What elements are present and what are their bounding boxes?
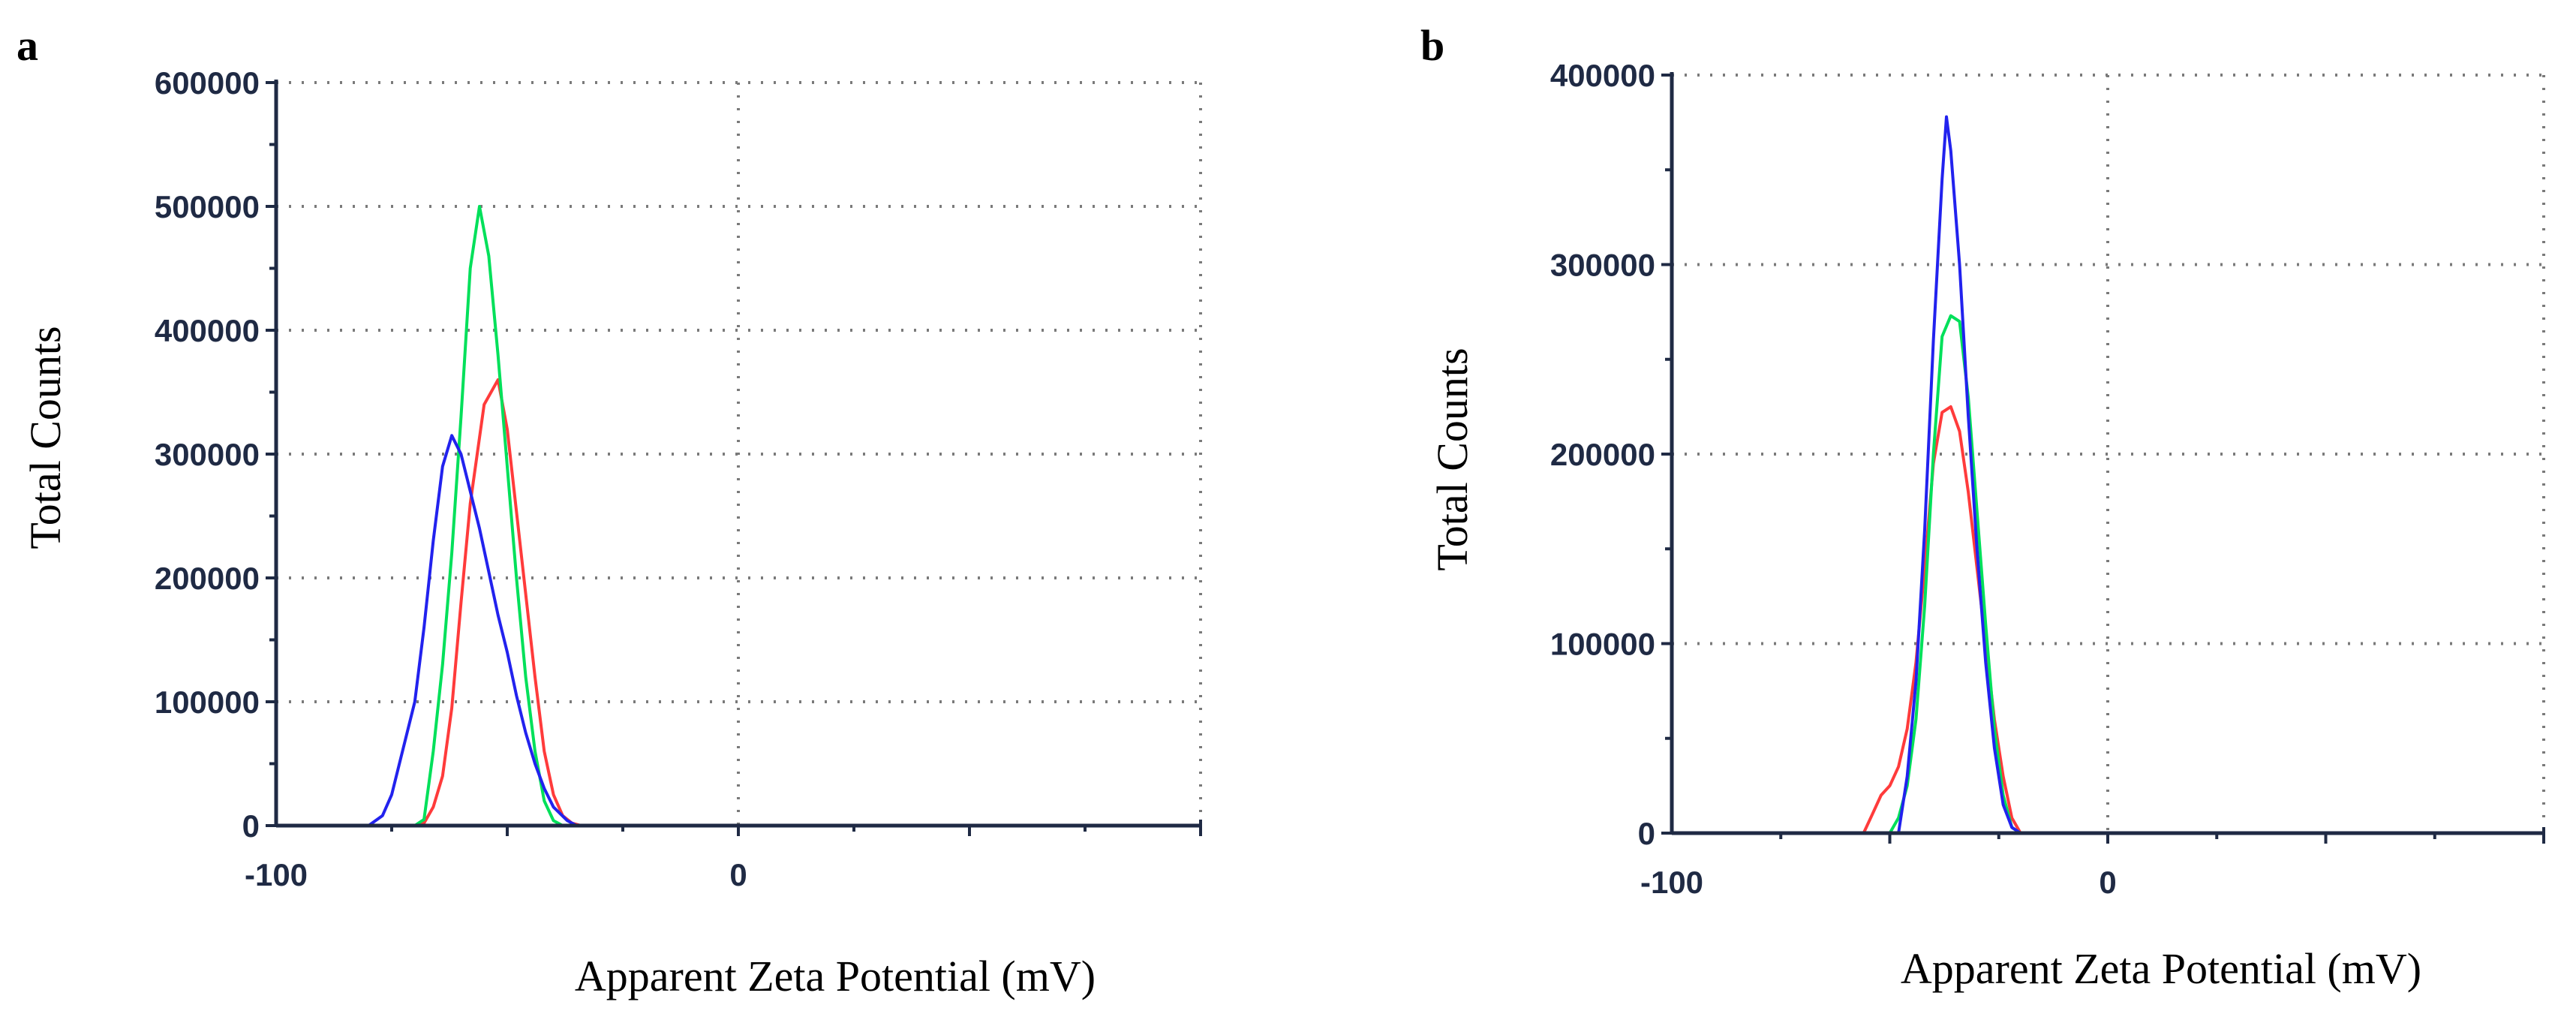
tick-labels-b: 0 100000 200000 300000 400000 -100 0 — [1550, 58, 2117, 900]
y-tick-label: 400000 — [1550, 58, 1655, 93]
series-line-red — [276, 378, 1201, 827]
y-tick-label: 0 — [1638, 816, 1655, 851]
y-axis-label-a: Total Counts — [21, 326, 70, 549]
x-tick-label: 0 — [729, 857, 747, 892]
panel-letter-b: b — [1420, 21, 1444, 70]
y-tick-label: 400000 — [155, 313, 260, 348]
series-line-blue — [1672, 115, 2544, 835]
y-tick-label: 100000 — [155, 685, 260, 720]
series-layer-b — [1672, 115, 2544, 835]
y-axis-label-b: Total Counts — [1428, 348, 1477, 570]
series-line-green — [276, 205, 1201, 827]
x-tick-label: 0 — [2099, 865, 2116, 900]
panel-letter-a: a — [17, 21, 38, 70]
tick-labels-a: 0 100000 200000 300000 400000 500000 600000 -10… — [155, 65, 747, 892]
panel-b: b Total Counts Apparent Zeta Potential (… — [1420, 21, 2545, 993]
x-axis-label-b: Apparent Zeta Potential (mV) — [1901, 944, 2421, 993]
y-tick-label: 300000 — [1550, 248, 1655, 283]
x-tick-label: -100 — [245, 857, 308, 892]
y-tick-label: 100000 — [1550, 627, 1655, 662]
axes-b — [1661, 72, 2545, 844]
x-tick-label: -100 — [1640, 865, 1703, 900]
panel-a: a Total Counts Apparent Zeta Potential (… — [17, 21, 1202, 1000]
y-tick-label: 200000 — [1550, 437, 1655, 472]
y-tick-label: 200000 — [155, 561, 260, 596]
y-tick-label: 500000 — [155, 189, 260, 224]
y-tick-label: 0 — [242, 808, 260, 844]
grid-a — [276, 81, 1202, 826]
grid-b — [1672, 74, 2545, 833]
axes-a — [266, 80, 1202, 836]
series-line-red — [1672, 405, 2544, 835]
x-axis-label-a: Apparent Zeta Potential (mV) — [575, 952, 1096, 1000]
y-tick-label: 600000 — [155, 65, 260, 101]
series-line-blue — [276, 434, 1201, 827]
series-layer-a — [276, 205, 1201, 827]
y-tick-label: 300000 — [155, 437, 260, 472]
